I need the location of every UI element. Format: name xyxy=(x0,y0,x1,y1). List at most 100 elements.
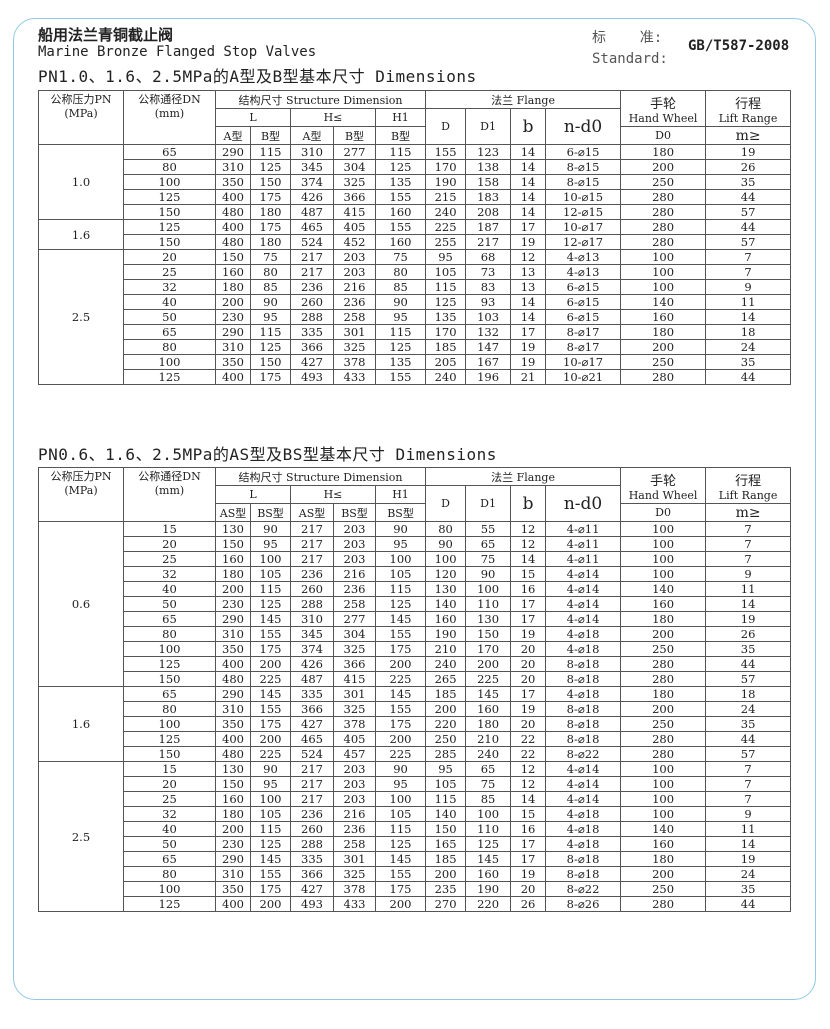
cell-lift: 11 xyxy=(705,294,792,310)
cell-l-a: 290 xyxy=(215,851,251,867)
cell-l-a: 160 xyxy=(215,551,251,567)
cell-n-d0: 4-⌀14 xyxy=(545,566,622,582)
cell-d: 170 xyxy=(425,324,467,340)
cell-h-a: 427 xyxy=(290,716,334,732)
cell-dn: 65 xyxy=(123,144,216,160)
cell-h-a: 217 xyxy=(290,249,334,265)
cell-d: 115 xyxy=(425,279,467,295)
cell-h-b: 405 xyxy=(333,219,376,235)
cell-lift: 7 xyxy=(705,551,792,567)
header-L: L xyxy=(215,108,291,127)
cell-h1: 175 xyxy=(374,641,427,657)
cell-d0: 280 xyxy=(620,234,707,250)
cell-dn: 65 xyxy=(123,851,216,867)
standard-value: GB/T587-2008 xyxy=(688,38,790,54)
header-flange: 法兰 Flange xyxy=(425,467,622,486)
header-L-type-b: B型 xyxy=(250,126,291,145)
cell-l-b: 95 xyxy=(250,309,291,325)
cell-d: 200 xyxy=(425,701,467,717)
cell-lift: 44 xyxy=(705,189,792,205)
cell-h-b: 236 xyxy=(333,581,376,597)
header-hand-wheel-en: Hand Wheel xyxy=(628,111,698,125)
cell-n-d0: 4-⌀11 xyxy=(545,521,622,537)
cell-d: 200 xyxy=(425,866,467,882)
cell-lift: 35 xyxy=(705,881,792,897)
header-D: D xyxy=(425,485,467,522)
table-row: 80 310 125 345 304 125 170 138 14 8-⌀15 200 26 xyxy=(39,159,792,175)
cell-d1: 150 xyxy=(465,626,512,642)
header-H: H≤ xyxy=(290,108,376,127)
cell-b: 19 xyxy=(510,626,547,642)
cell-l-b: 145 xyxy=(250,851,291,867)
cell-l-b: 95 xyxy=(250,776,291,792)
cell-h1: 155 xyxy=(374,626,427,642)
table-row: 50 230 125 288 258 125 165 125 17 4-⌀18 160 14 xyxy=(39,836,792,852)
header-dn-unit: (mm) xyxy=(154,484,185,497)
cell-dn: 150 xyxy=(123,746,216,762)
table-row: 125 400 200 465 405 200 250 210 22 8-⌀18 280 44 xyxy=(39,731,792,747)
cell-h-b: 415 xyxy=(333,671,376,687)
cell-n-d0: 4-⌀18 xyxy=(545,836,622,852)
cell-b: 12 xyxy=(510,249,547,265)
cell-n-d0: 8-⌀22 xyxy=(545,746,622,762)
cell-h-a: 374 xyxy=(290,641,334,657)
cell-lift: 57 xyxy=(705,671,792,687)
cell-h-a: 465 xyxy=(290,731,334,747)
table-row: 100 350 175 427 378 175 235 190 20 8-⌀22 250 35 xyxy=(39,881,792,897)
cell-n-d0: 4-⌀18 xyxy=(545,641,622,657)
cell-b: 20 xyxy=(510,641,547,657)
cell-pn: 2.5 xyxy=(38,761,124,912)
cell-h-b: 236 xyxy=(333,294,376,310)
cell-h-b: 258 xyxy=(333,596,376,612)
cell-d1: 103 xyxy=(465,309,512,325)
cell-dn: 125 xyxy=(123,219,216,235)
cell-h-b: 325 xyxy=(333,339,376,355)
cell-d0: 280 xyxy=(620,731,707,747)
cell-dn: 80 xyxy=(123,866,216,882)
cell-l-b: 225 xyxy=(250,671,291,687)
cell-dn: 40 xyxy=(123,294,216,310)
cell-d0: 100 xyxy=(620,536,707,552)
cell-lift: 44 xyxy=(705,656,792,672)
cell-d1: 83 xyxy=(465,279,512,295)
cell-h-a: 426 xyxy=(290,656,334,672)
cell-l-a: 350 xyxy=(215,354,251,370)
cell-n-d0: 8-⌀15 xyxy=(545,159,622,175)
table-row: 150 480 225 487 415 225 265 225 20 8-⌀18 280 57 xyxy=(39,671,792,687)
cell-d: 285 xyxy=(425,746,467,762)
cell-lift: 35 xyxy=(705,354,792,370)
cell-h-b: 433 xyxy=(333,896,376,912)
cell-b: 17 xyxy=(510,836,547,852)
cell-dn: 32 xyxy=(123,279,216,295)
cell-d1: 132 xyxy=(465,324,512,340)
cell-l-b: 200 xyxy=(250,656,291,672)
cell-l-a: 290 xyxy=(215,686,251,702)
header-H: H≤ xyxy=(290,485,376,504)
cell-n-d0: 12-⌀15 xyxy=(545,204,622,220)
cell-h1: 80 xyxy=(374,264,427,280)
header-D: D xyxy=(425,108,467,145)
cell-h-a: 217 xyxy=(290,521,334,537)
cell-dn: 150 xyxy=(123,204,216,220)
cell-d0: 100 xyxy=(620,264,707,280)
cell-d: 190 xyxy=(425,174,467,190)
cell-d0: 200 xyxy=(620,626,707,642)
cell-d1: 73 xyxy=(465,264,512,280)
standard-label-en: Standard: xyxy=(592,51,668,67)
cell-d: 130 xyxy=(425,581,467,597)
cell-h1: 225 xyxy=(374,746,427,762)
cell-h-a: 493 xyxy=(290,896,334,912)
cell-h-b: 258 xyxy=(333,309,376,325)
cell-h-b: 203 xyxy=(333,551,376,567)
cell-lift: 44 xyxy=(705,896,792,912)
cell-dn: 32 xyxy=(123,806,216,822)
cell-d1: 75 xyxy=(465,776,512,792)
cell-d1: 110 xyxy=(465,821,512,837)
header-dn-label: 公称通径DN xyxy=(138,93,201,106)
cell-n-d0: 8-⌀22 xyxy=(545,881,622,897)
cell-b: 19 xyxy=(510,234,547,250)
header-H-type-b: B型 xyxy=(333,126,376,145)
cell-h1: 125 xyxy=(374,596,427,612)
cell-lift: 19 xyxy=(705,851,792,867)
cell-b: 14 xyxy=(510,174,547,190)
